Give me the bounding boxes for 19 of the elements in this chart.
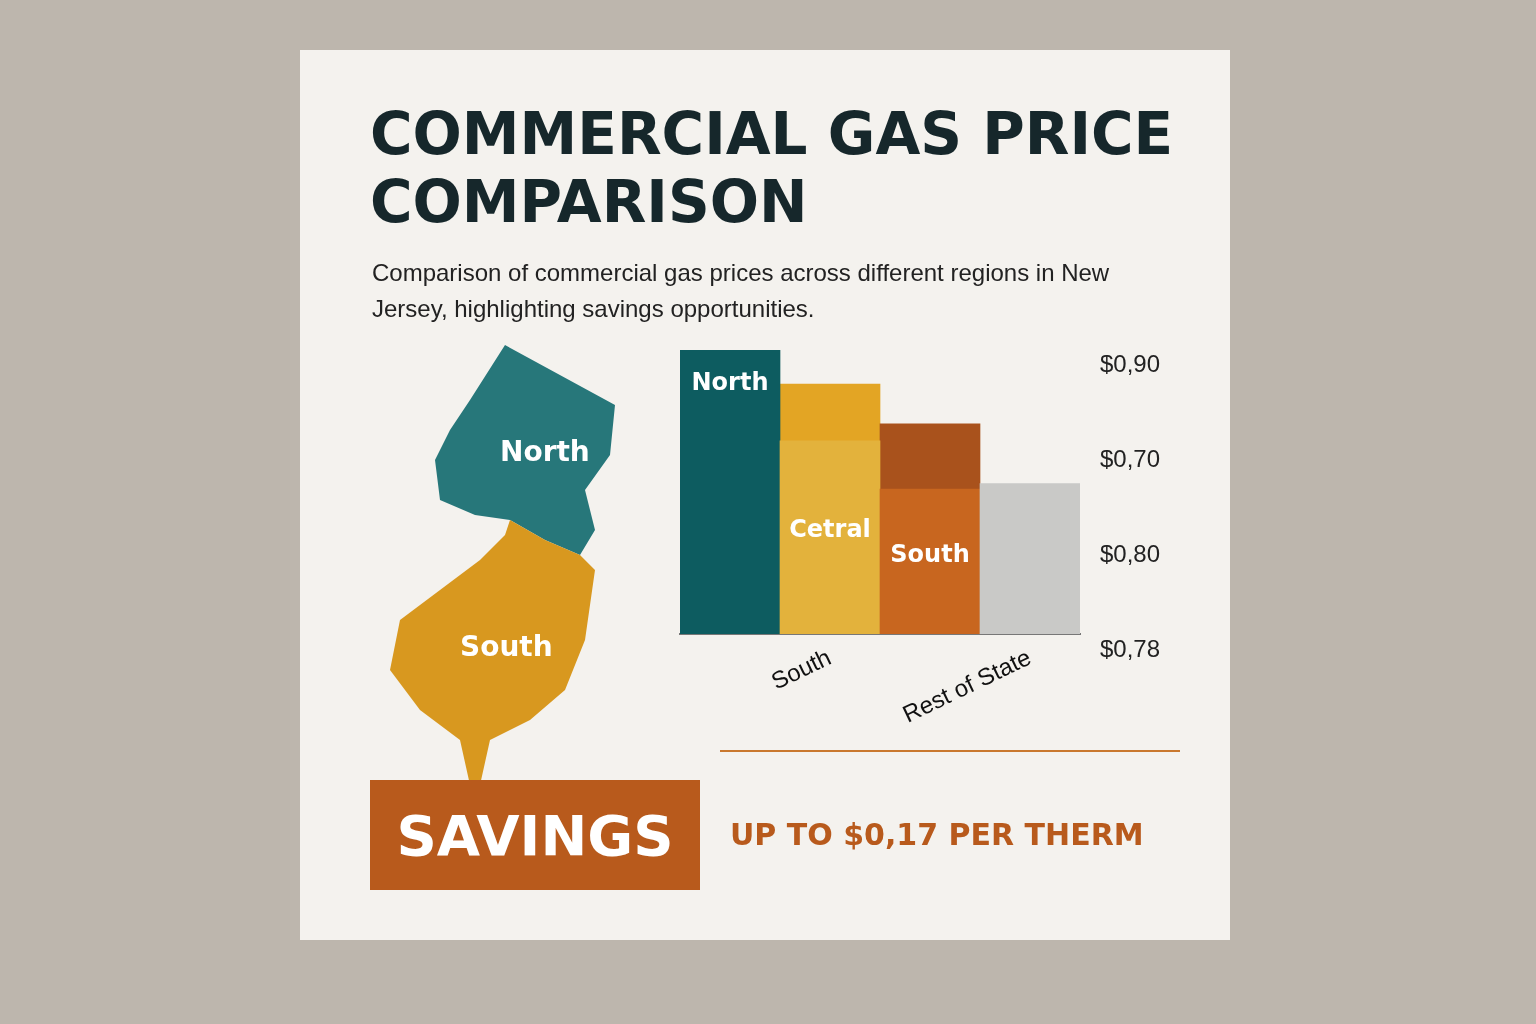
text: $0,78 [1100,635,1161,663]
chart-subtitle: Comparison of commercial gas prices across different regions in New Jersey, highlighting savings opportunities. [372,258,1111,324]
bar [879,423,981,490]
bar [879,488,981,634]
chart-title: COMMERCIAL GAS PRICE COMPARISON [370,100,1175,236]
text: North [500,435,590,468]
text: SAVINGS [370,780,700,890]
text: $0,70 [1100,445,1161,473]
annotation: North [691,368,769,396]
annotation: South [890,539,970,568]
text: UP TO $0,17 PER THERM [730,816,1145,854]
x-tick-label: Rest of State [898,643,1036,728]
bar [680,350,781,634]
annotation: Cetral [789,515,871,544]
text: $0,90 [1100,350,1161,378]
bar [779,383,881,442]
bar [779,440,881,634]
text: $0,80 [1100,540,1161,568]
bar [979,483,1080,634]
